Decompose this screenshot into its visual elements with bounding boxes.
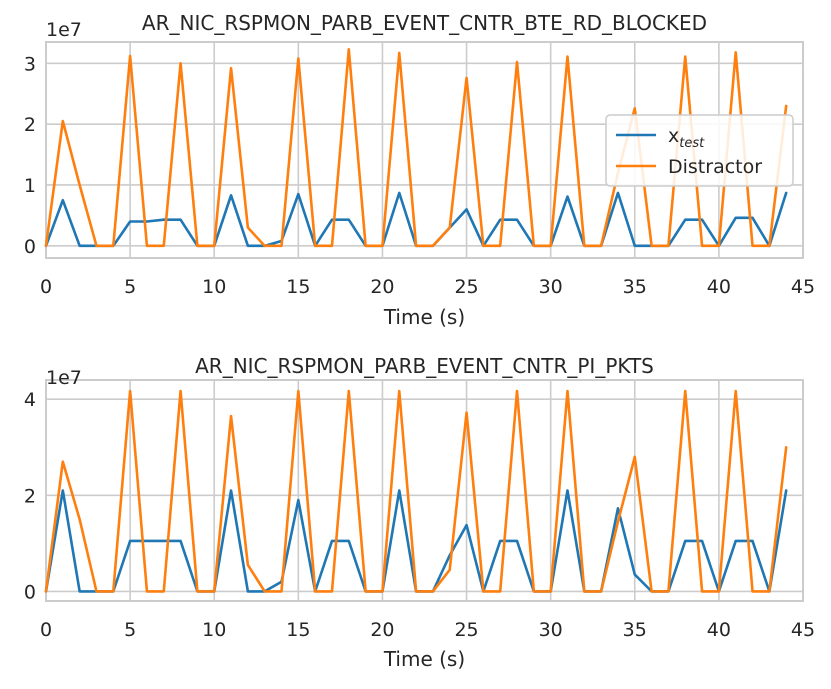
series-line-distractor xyxy=(44,47,788,248)
x-axis-label: Time (s) xyxy=(383,305,465,329)
x-tick-label: 40 xyxy=(707,276,731,298)
x-tick-label: 0 xyxy=(40,276,52,298)
plot-frame xyxy=(45,41,804,259)
legend-box xyxy=(605,114,794,187)
x-tick-label: 45 xyxy=(791,276,815,298)
x-axis-label: Time (s) xyxy=(383,647,465,671)
axis-offset-label: 1e7 xyxy=(46,367,82,389)
x-tick-label: 0 xyxy=(40,619,52,641)
x-tick-label: 25 xyxy=(454,276,478,298)
chart-panel-1: 0 5 10 15 20 25 30 35 40 45 0 1 2 3 1e7 AR_NIC_RSPMON_P… xyxy=(24,11,815,329)
x-tick-label: 10 xyxy=(202,276,226,298)
chart-title: AR_NIC_RSPMON_PARB_EVENT_CNTR_BTE_RD_BLO… xyxy=(142,11,707,35)
x-tick-label: 20 xyxy=(370,619,394,641)
x-tick-label: 35 xyxy=(623,276,647,298)
x-tick-label: 25 xyxy=(454,619,478,641)
legend-entry-subscript: test xyxy=(679,136,705,151)
x-tick-label: 15 xyxy=(286,276,310,298)
x-tick-label: 35 xyxy=(623,619,647,641)
y-tick-label: 2 xyxy=(24,114,36,136)
y-tick-label: 1 xyxy=(24,175,36,197)
x-tick-label: 5 xyxy=(124,619,136,641)
x-tick-label: 10 xyxy=(202,619,226,641)
y-tick-label: 0 xyxy=(24,236,36,258)
x-tick-label: 15 xyxy=(286,619,310,641)
axis-offset-label: 1e7 xyxy=(46,19,82,41)
y-tick-label: 2 xyxy=(24,485,36,507)
y-tick-label: 0 xyxy=(24,581,36,603)
x-tick-label: 30 xyxy=(539,619,563,641)
chart-title: AR_NIC_RSPMON_PARB_EVENT_CNTR_PI_PKTS xyxy=(195,354,654,378)
y-tick-label: 3 xyxy=(24,53,36,75)
x-tick-label: 45 xyxy=(791,619,815,641)
y-tick-label: 4 xyxy=(24,389,36,411)
x-tick-label: 30 xyxy=(539,276,563,298)
x-tick-label: 5 xyxy=(124,276,136,298)
x-tick-label: 20 xyxy=(370,276,394,298)
chart-panel-2: 0 5 10 15 20 25 30 35 40 45 0 2 4 1e7 AR_NIC_RSPMON_PA… xyxy=(24,354,815,671)
x-tick-label: 40 xyxy=(707,619,731,641)
plot-frame xyxy=(45,379,804,602)
legend-entry-label: Distractor xyxy=(668,156,762,178)
series-line-distractor xyxy=(44,389,788,593)
